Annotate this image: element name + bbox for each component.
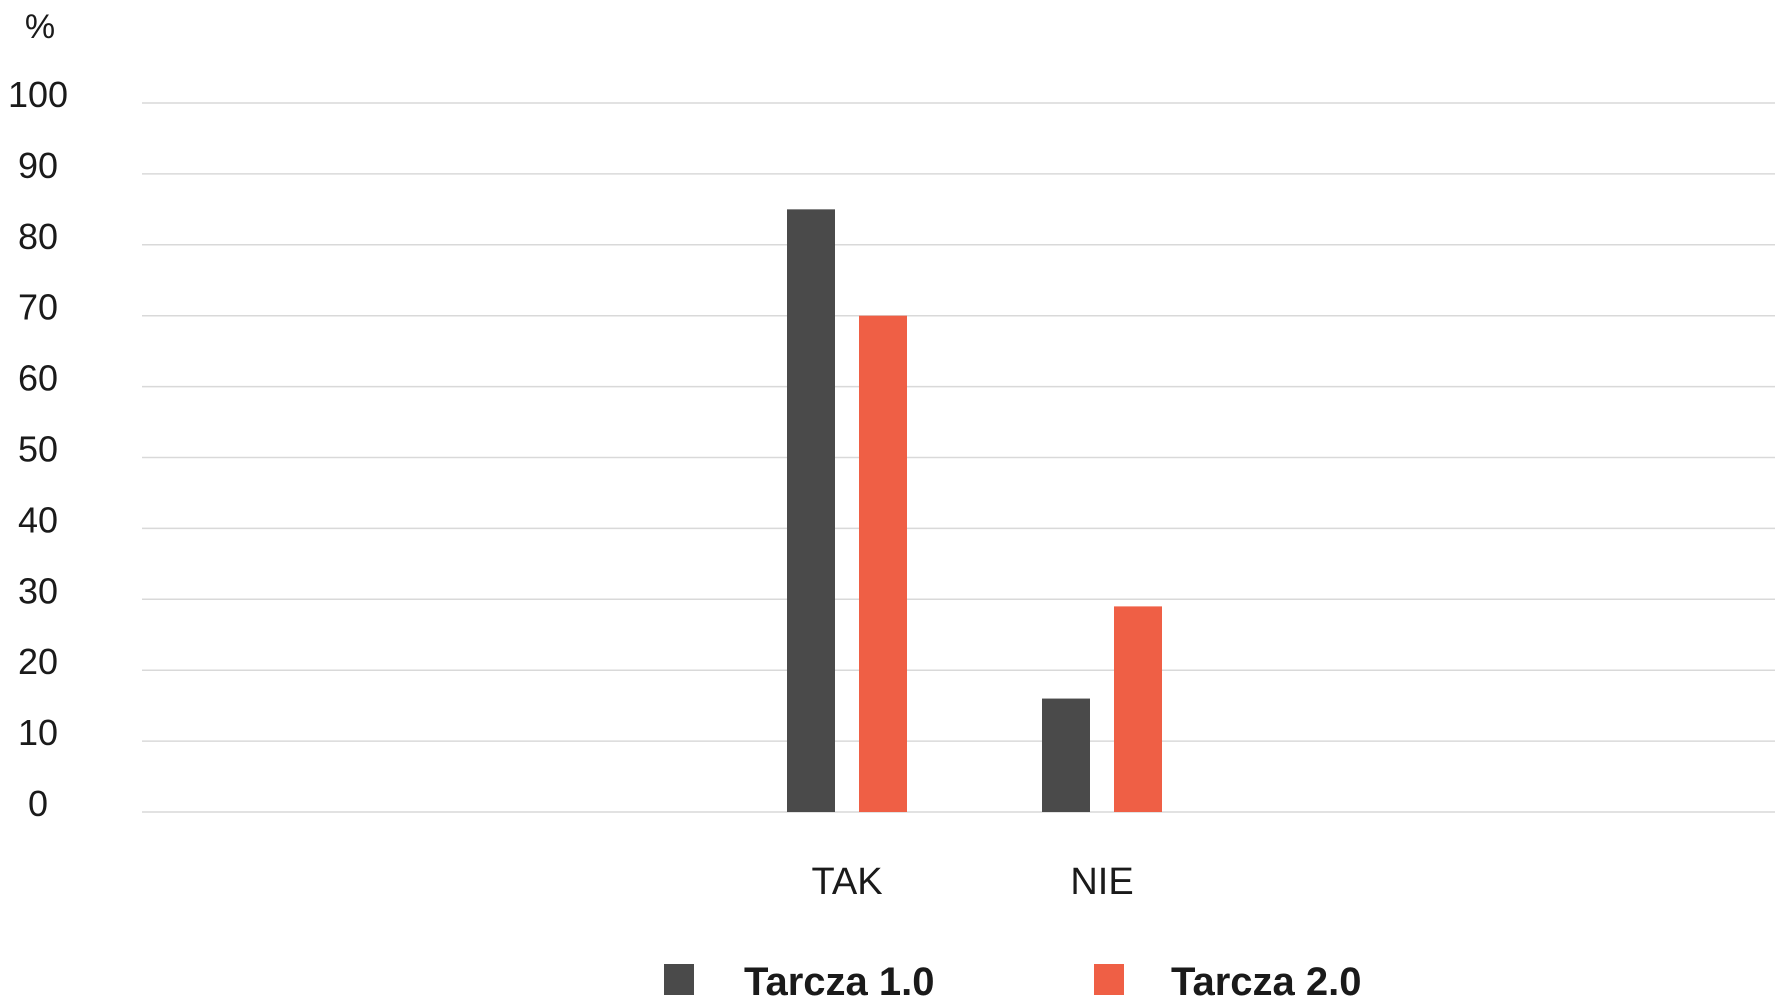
x-category-label: TAK (811, 861, 882, 903)
y-tick-label: 40 (18, 499, 58, 540)
legend: Tarcza 1.0 Tarcza 2.0 (664, 960, 1362, 1000)
y-tick-label: 20 (18, 641, 58, 682)
y-tick-label: 10 (18, 712, 58, 753)
x-category-label: NIE (1070, 861, 1133, 903)
bar-tak-series-1 (787, 209, 835, 813)
y-tick-label: 100 (8, 74, 68, 115)
y-tick-label: 90 (18, 145, 58, 186)
y-axis-ticks: 0 10 20 30 40 50 60 70 80 90 100 (8, 74, 68, 824)
y-tick-label: 50 (18, 429, 58, 470)
x-axis-categories: TAK NIE (811, 861, 1133, 903)
bar-nie-series-2 (1114, 606, 1162, 812)
y-tick-label: 0 (28, 783, 48, 824)
y-tick-label: 30 (18, 570, 58, 611)
y-tick-label: 60 (18, 358, 58, 399)
legend-swatch (664, 964, 694, 995)
legend-label: Tarcza 2.0 (1171, 960, 1362, 1000)
legend-label: Tarcza 1.0 (744, 960, 935, 1000)
legend-swatch (1094, 964, 1124, 995)
y-tick-label: 80 (18, 216, 58, 257)
gridlines (142, 102, 1775, 813)
bars (787, 209, 1162, 813)
y-axis-unit: % (25, 8, 55, 46)
y-tick-label: 70 (18, 287, 58, 328)
bar-tak-series-2 (859, 315, 907, 812)
bar-nie-series-1 (1042, 698, 1090, 812)
